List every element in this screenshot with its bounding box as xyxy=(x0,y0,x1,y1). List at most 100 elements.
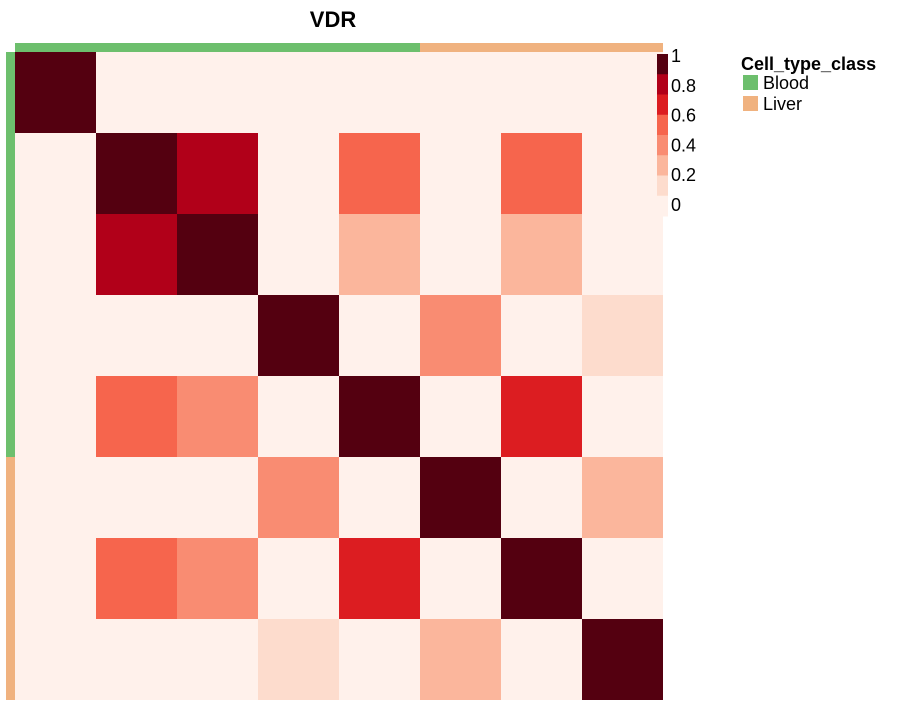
heatmap-cell-0-7 xyxy=(582,52,663,133)
heatmap-cell-3-4 xyxy=(339,295,420,376)
heatmap-cell-0-6 xyxy=(501,52,582,133)
colorbar-tick-label: 0.6 xyxy=(671,106,696,126)
row-annotation-7 xyxy=(6,619,15,700)
colorbar-segment-7 xyxy=(657,195,668,217)
heatmap-cell-3-7 xyxy=(582,295,663,376)
row-annotation-1 xyxy=(6,133,15,214)
colorbar: 1 0.8 0.6 0.4 0.2 0 xyxy=(657,46,696,217)
heatmap-cells xyxy=(15,52,663,700)
heatmap-cell-6-2 xyxy=(177,538,258,619)
heatmap-cell-1-0 xyxy=(15,133,96,214)
heatmap-cell-1-1 xyxy=(96,133,177,214)
heatmap-cell-7-4 xyxy=(339,619,420,700)
row-annotation-bar xyxy=(6,52,15,700)
heatmap-cell-4-3 xyxy=(258,376,339,457)
legend-title: Cell_type_class xyxy=(741,54,876,74)
heatmap-cell-1-3 xyxy=(258,133,339,214)
colorbar-segment-5 xyxy=(657,155,668,176)
heatmap-cell-1-5 xyxy=(420,133,501,214)
heatmap-cell-4-0 xyxy=(15,376,96,457)
row-annotation-2 xyxy=(6,214,15,295)
colorbar-tick-label: 0.8 xyxy=(671,76,696,96)
column-annotation-6 xyxy=(501,43,582,52)
heatmap-cell-2-7 xyxy=(582,214,663,295)
heatmap-cell-4-1 xyxy=(96,376,177,457)
column-annotation-bar xyxy=(15,43,663,52)
heatmap-cell-7-2 xyxy=(177,619,258,700)
column-annotation-3 xyxy=(258,43,339,52)
heatmap-cell-1-6 xyxy=(501,133,582,214)
heatmap-cell-7-6 xyxy=(501,619,582,700)
heatmap-cell-2-2 xyxy=(177,214,258,295)
heatmap-cell-7-7 xyxy=(582,619,663,700)
heatmap-cell-6-1 xyxy=(96,538,177,619)
heatmap-cell-2-5 xyxy=(420,214,501,295)
heatmap-cell-7-3 xyxy=(258,619,339,700)
heatmap-cell-6-7 xyxy=(582,538,663,619)
heatmap-cell-6-3 xyxy=(258,538,339,619)
row-annotation-6 xyxy=(6,538,15,619)
heatmap-cell-4-5 xyxy=(420,376,501,457)
heatmap-cell-5-3 xyxy=(258,457,339,538)
heatmap-cell-0-1 xyxy=(96,52,177,133)
legend-label-liver: Liver xyxy=(763,94,802,114)
heatmap-cell-1-7 xyxy=(582,133,663,214)
column-annotation-0 xyxy=(15,43,96,52)
heatmap-cell-0-4 xyxy=(339,52,420,133)
heatmap-cell-6-5 xyxy=(420,538,501,619)
heatmap-cell-4-4 xyxy=(339,376,420,457)
heatmap-cell-5-1 xyxy=(96,457,177,538)
heatmap-cell-5-4 xyxy=(339,457,420,538)
heatmap-cell-7-1 xyxy=(96,619,177,700)
row-annotation-0 xyxy=(6,52,15,133)
heatmap-cell-1-4 xyxy=(339,133,420,214)
heatmap-cell-6-0 xyxy=(15,538,96,619)
column-annotation-2 xyxy=(177,43,258,52)
colorbar-tick-label: 1 xyxy=(671,46,681,66)
heatmap-cell-0-2 xyxy=(177,52,258,133)
column-annotation-1 xyxy=(96,43,177,52)
column-annotation-4 xyxy=(339,43,420,52)
heatmap-cell-2-4 xyxy=(339,214,420,295)
colorbar-segment-4 xyxy=(657,135,668,156)
heatmap-cell-1-2 xyxy=(177,133,258,214)
heatmap-cell-3-6 xyxy=(501,295,582,376)
heatmap-cell-4-6 xyxy=(501,376,582,457)
colorbar-segment-2 xyxy=(657,94,668,116)
heatmap-cell-3-5 xyxy=(420,295,501,376)
heatmap-cell-3-2 xyxy=(177,295,258,376)
row-annotation-4 xyxy=(6,376,15,457)
row-annotation-3 xyxy=(6,295,15,376)
heatmap-cell-0-5 xyxy=(420,52,501,133)
heatmap-cell-0-0 xyxy=(15,52,96,133)
colorbar-segment-6 xyxy=(657,175,668,197)
legend-label-blood: Blood xyxy=(763,73,809,93)
heatmap-cell-3-1 xyxy=(96,295,177,376)
colorbar-segment-3 xyxy=(657,114,668,136)
heatmap-cell-4-2 xyxy=(177,376,258,457)
heatmap-cell-5-6 xyxy=(501,457,582,538)
heatmap-cell-3-0 xyxy=(15,295,96,376)
heatmap-cell-0-3 xyxy=(258,52,339,133)
colorbar-segment-1 xyxy=(657,74,668,95)
heatmap-cell-7-0 xyxy=(15,619,96,700)
heatmap-cell-6-4 xyxy=(339,538,420,619)
heatmap-cell-2-0 xyxy=(15,214,96,295)
heatmap-cell-2-3 xyxy=(258,214,339,295)
heatmap-cell-4-7 xyxy=(582,376,663,457)
row-annotation-5 xyxy=(6,457,15,538)
heatmap-cell-2-6 xyxy=(501,214,582,295)
colorbar-tick-label: 0.2 xyxy=(671,165,696,185)
heatmap-cell-5-2 xyxy=(177,457,258,538)
legend-swatch-blood xyxy=(743,75,758,90)
colorbar-tick-label: 0.4 xyxy=(671,135,696,155)
heatmap-cell-2-1 xyxy=(96,214,177,295)
heatmap-cell-6-6 xyxy=(501,538,582,619)
heatmap-cell-5-0 xyxy=(15,457,96,538)
heatmap-cell-3-3 xyxy=(258,295,339,376)
heatmap-cell-5-5 xyxy=(420,457,501,538)
chart-title: VDR xyxy=(310,7,357,32)
legend-swatch-liver xyxy=(743,96,758,111)
